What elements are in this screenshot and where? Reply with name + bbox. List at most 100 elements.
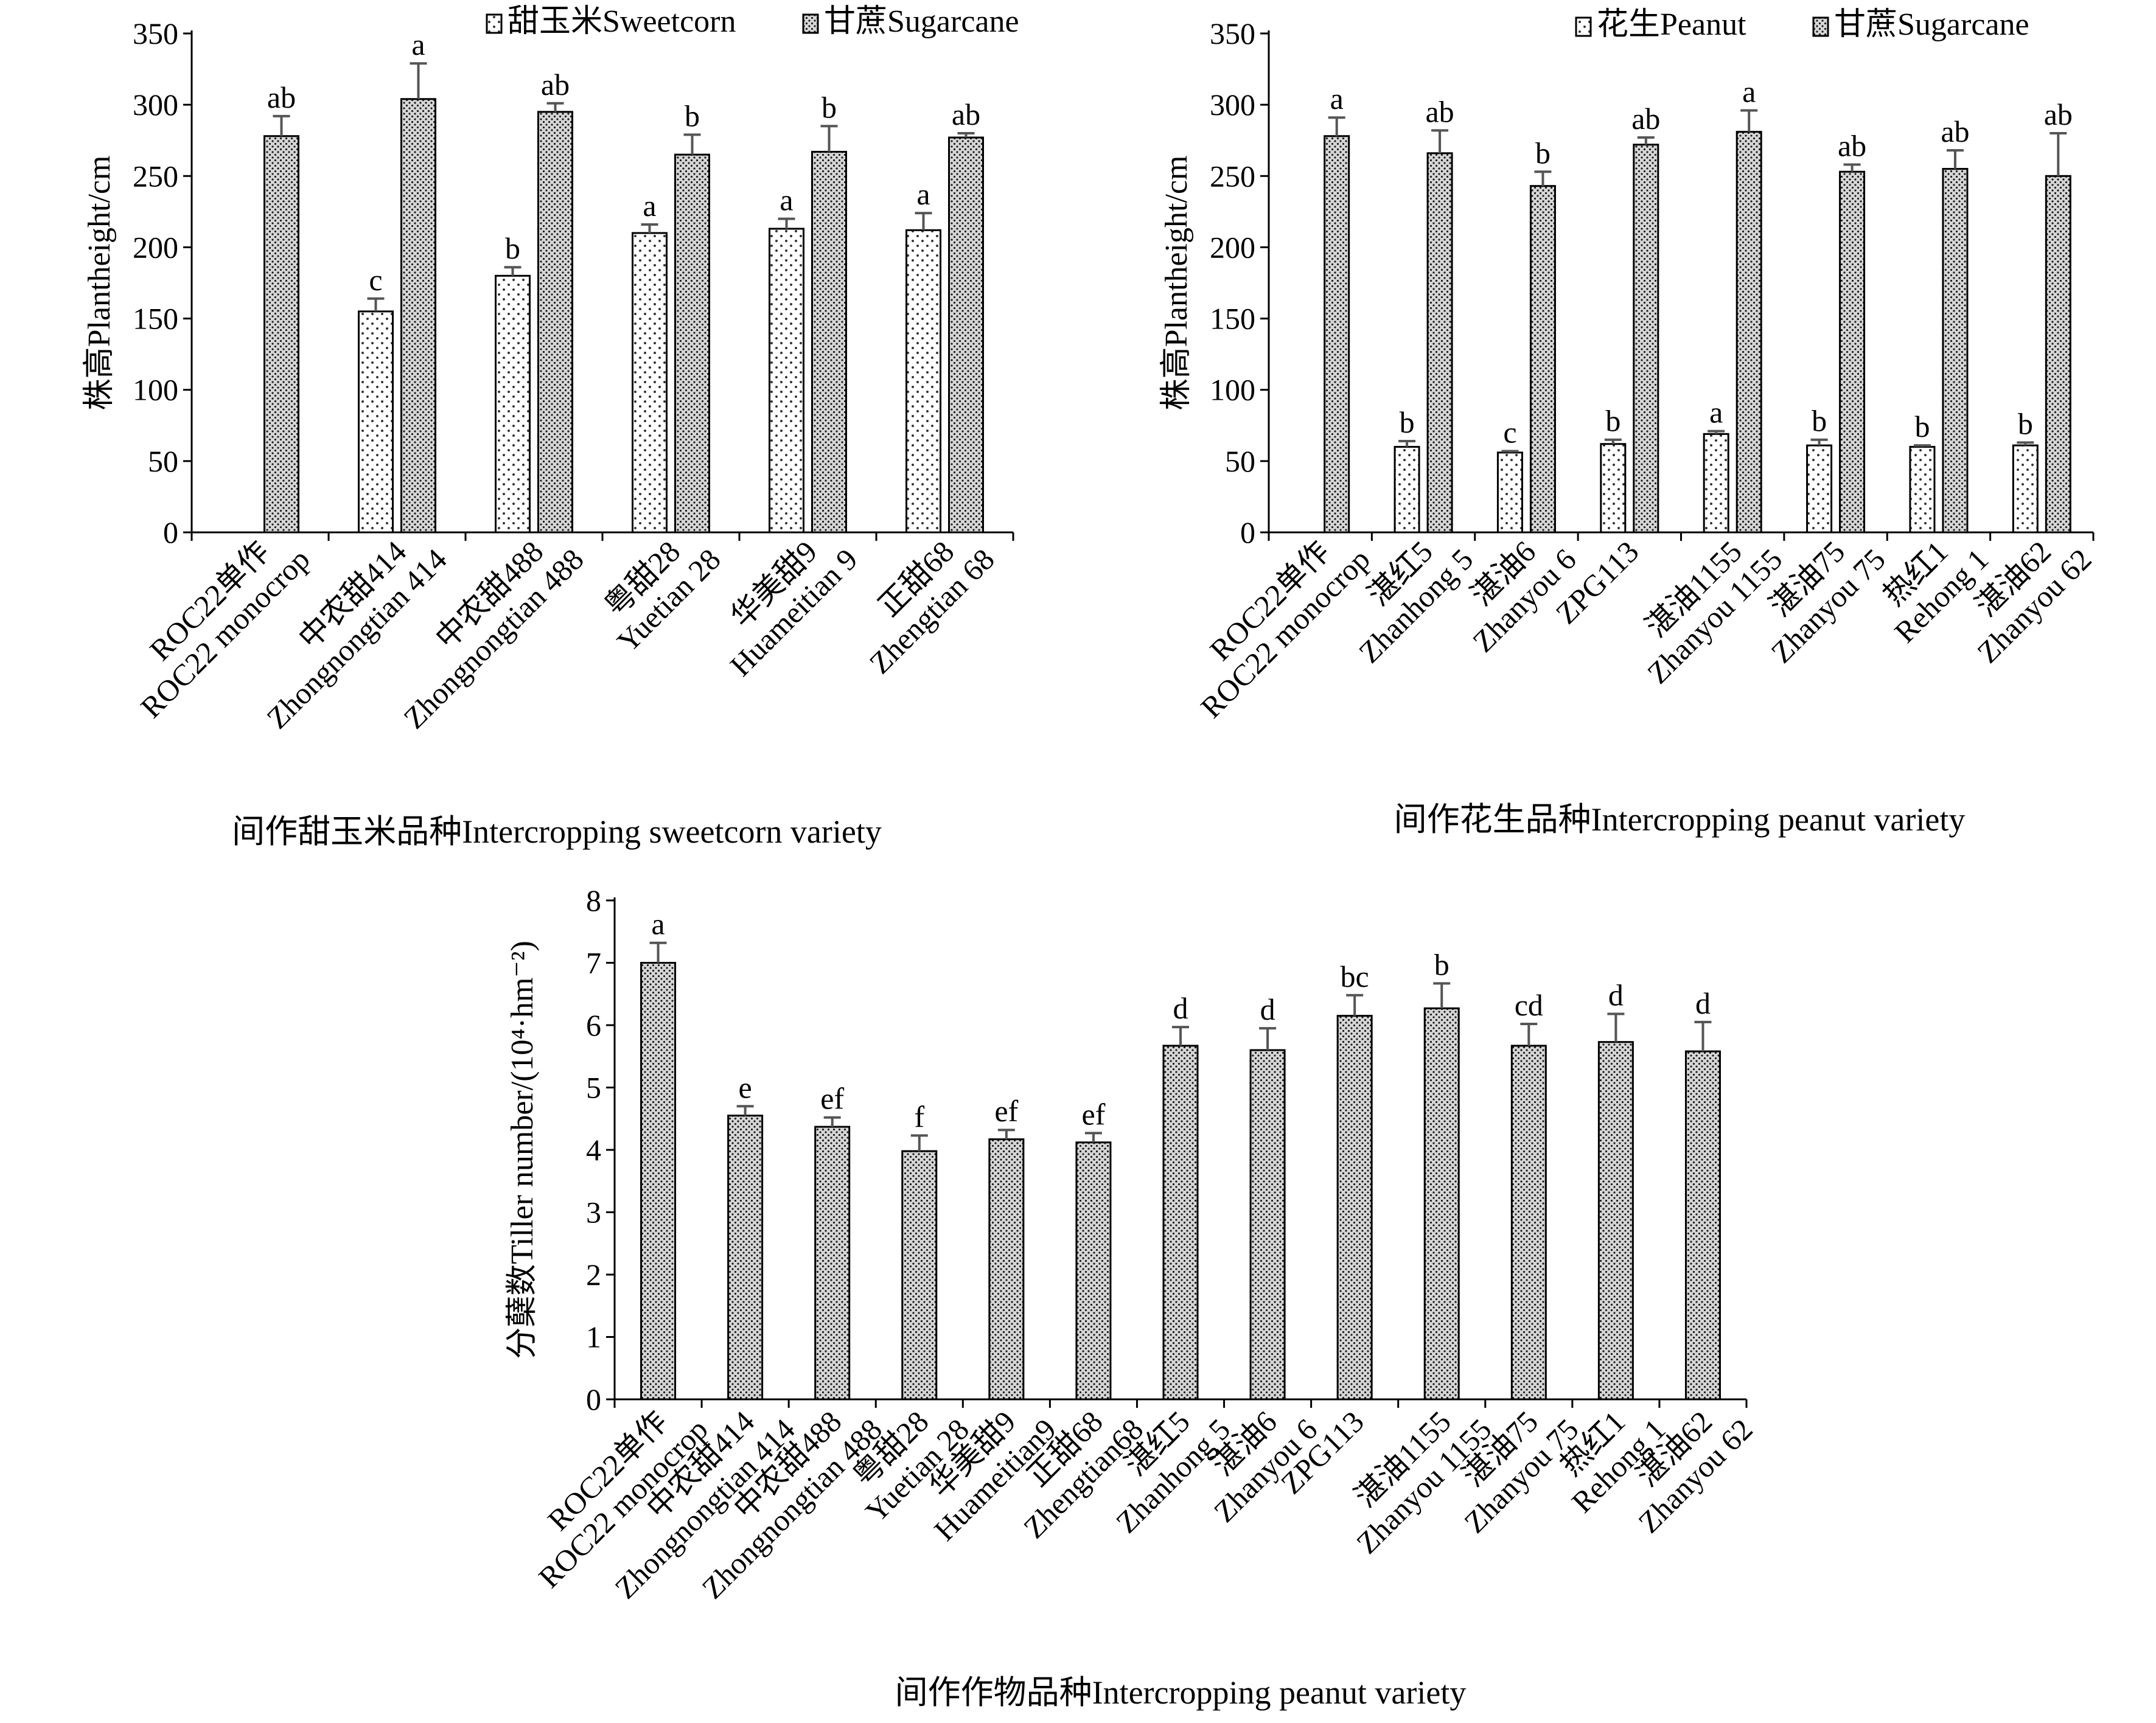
- significance-label: ef: [994, 1094, 1018, 1128]
- y-tick-label: 200: [1210, 230, 1255, 264]
- significance-label: bc: [1341, 959, 1369, 994]
- y-tick-label: 0: [163, 515, 178, 549]
- significance-label: b: [505, 231, 520, 265]
- bar: [814, 1126, 851, 1401]
- legend-swatch: [486, 13, 503, 34]
- y-tick-label: 200: [133, 230, 178, 264]
- y-tick-label: 300: [133, 88, 178, 122]
- y-tick-label: 250: [133, 159, 178, 193]
- significance-label: a: [780, 183, 793, 217]
- category-label: 热红1Rehong 1: [1863, 518, 1995, 649]
- significance-label: b: [1812, 404, 1827, 438]
- category-label: 湛油75Zhanyou 75: [1740, 518, 1892, 669]
- significance-label: ab: [952, 97, 980, 131]
- significance-label: a: [1330, 82, 1344, 116]
- bar: [632, 232, 668, 534]
- significance-label: ef: [820, 1082, 844, 1116]
- significance-label: c: [1503, 415, 1516, 449]
- significance-label: b: [685, 99, 700, 133]
- y-tick-label: 7: [586, 946, 601, 980]
- bar: [1075, 1141, 1112, 1401]
- bar: [2012, 444, 2039, 534]
- significance-label: a: [916, 177, 930, 211]
- bar: [1162, 1045, 1199, 1401]
- y-axis-label: 分蘖数Tiller number/(10⁴·hm⁻²): [505, 941, 540, 1359]
- significance-label: f: [914, 1099, 924, 1133]
- significance-label: a: [1709, 395, 1723, 430]
- bar: [1703, 433, 1729, 534]
- category-label: 湛红5Zhanhong 5: [1328, 518, 1479, 669]
- bar: [537, 111, 573, 534]
- legend-entry: 花生Peanut: [1597, 7, 1746, 42]
- chart-peanut-plant-height: 0 50 100 150 200 250 300 350 株高Plantheight/cm 间作花…: [1159, 7, 2098, 838]
- significance-label: c: [369, 263, 382, 297]
- y-axis-label: 株高Plantheight/cm: [82, 156, 117, 411]
- y-tick-label: 150: [133, 302, 178, 336]
- category-label: 华美甜9Huameitian 9: [699, 518, 864, 683]
- significance-label: ab: [267, 80, 296, 114]
- bar: [495, 274, 531, 534]
- bar: [1736, 131, 1762, 534]
- bar: [674, 153, 710, 534]
- category-label: 中农甜488Zhongnongtian 488: [373, 518, 590, 735]
- y-tick-label: 150: [1210, 302, 1255, 336]
- bar: [988, 1138, 1025, 1401]
- bar: [1423, 1007, 1460, 1401]
- significance-label: b: [1535, 136, 1551, 170]
- significance-label: d: [1260, 992, 1275, 1026]
- bar: [1633, 144, 1659, 534]
- bar: [640, 962, 677, 1401]
- bar: [1426, 152, 1453, 534]
- significance-label: cd: [1515, 988, 1543, 1022]
- bar: [1684, 1050, 1721, 1401]
- legend-swatch: [1575, 16, 1592, 37]
- y-tick-label: 50: [1225, 444, 1255, 478]
- legend-entry: 甘蔗Sugarcane: [824, 4, 1019, 39]
- x-axis-title: 间作花生品种Intercropping peanut variety: [1394, 801, 1966, 838]
- y-tick-label: 2: [586, 1258, 601, 1292]
- significance-label: a: [643, 189, 656, 223]
- significance-label: ab: [2044, 97, 2073, 131]
- significance-label: a: [1742, 75, 1756, 109]
- significance-label: e: [739, 1070, 752, 1104]
- category-label: 湛油6Zhanyou 6: [1442, 518, 1582, 658]
- significance-label: ab: [1941, 114, 1969, 148]
- bar: [358, 310, 394, 534]
- legend-swatch: [802, 13, 819, 34]
- significance-label: b: [1914, 409, 1930, 444]
- significance-label: a: [651, 907, 665, 941]
- y-tick-label: 5: [586, 1071, 601, 1105]
- category-label: ROC22单作ROC22 monocrop: [1170, 518, 1376, 724]
- bar: [905, 229, 941, 534]
- bar: [1600, 443, 1627, 534]
- bar: [1336, 1015, 1373, 1401]
- significance-label: ab: [1838, 129, 1866, 163]
- bar: [901, 1150, 938, 1401]
- legend-swatch: [1812, 16, 1829, 37]
- chart-tiller-number: 0 1 2 3 4 5 6 7 8 分蘖数Tiller number/(10⁴·hm⁻²) 间作作物…: [505, 883, 1759, 1711]
- x-axis-title: 间作甜玉米品种Intercropping sweetcorn variety: [232, 813, 882, 850]
- bar: [1942, 168, 1969, 534]
- y-tick-label: 350: [1210, 16, 1255, 50]
- category-label: 正甜68Zhengtian 68: [839, 518, 1001, 680]
- bar: [1496, 451, 1523, 534]
- y-tick-label: 0: [1240, 515, 1255, 549]
- significance-label: b: [1434, 947, 1450, 981]
- bar: [1394, 445, 1420, 534]
- significance-label: ab: [1631, 102, 1660, 136]
- chart-sweetcorn-plant-height: 0 50 100 150 200 250 300 350 株高Plantheight/cm 间作甜…: [82, 4, 1019, 850]
- bar: [727, 1115, 764, 1401]
- y-tick-label: 250: [1210, 159, 1255, 193]
- significance-label: b: [1400, 405, 1415, 439]
- x-axis-title: 间作作物品种Intercropping peanut variety: [895, 1674, 1467, 1711]
- y-tick-label: 3: [586, 1196, 601, 1230]
- bar: [769, 228, 804, 534]
- significance-label: b: [2018, 406, 2033, 440]
- bar: [1510, 1045, 1547, 1401]
- y-tick-label: 6: [586, 1008, 601, 1042]
- bar: [1909, 445, 1936, 534]
- significance-label: d: [1173, 991, 1188, 1025]
- y-tick-label: 350: [133, 16, 178, 50]
- y-tick-label: 300: [1210, 88, 1255, 122]
- category-label: 湛油1155Zhanyou 1155: [1616, 518, 1788, 690]
